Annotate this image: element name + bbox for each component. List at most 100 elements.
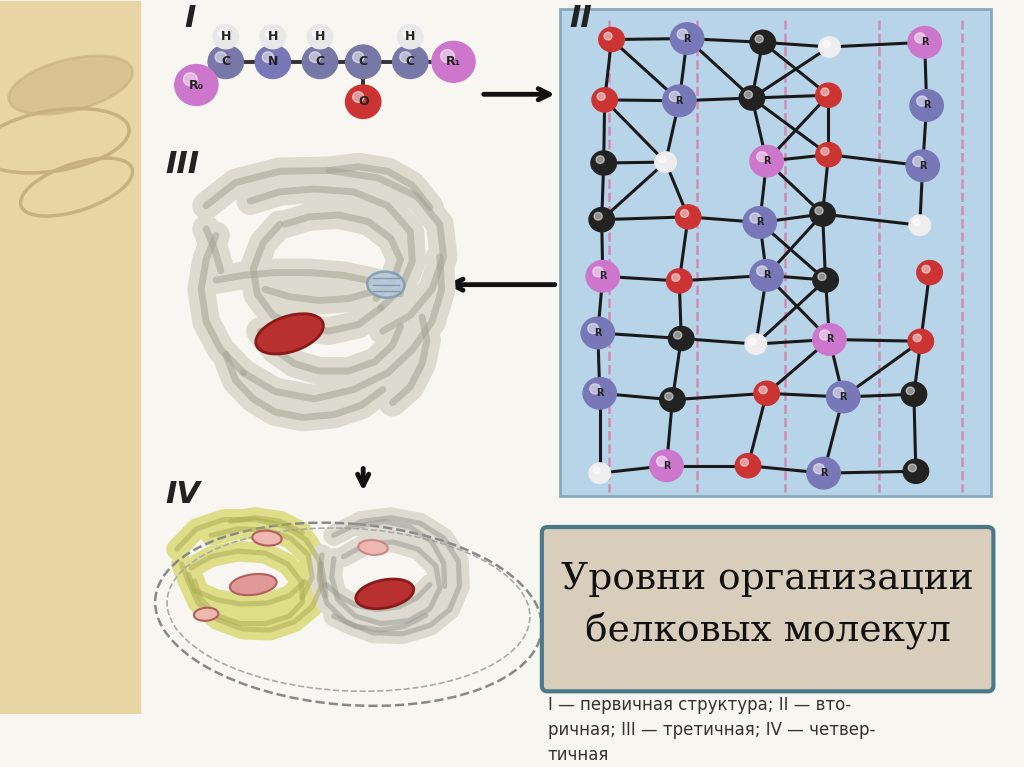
Text: R₁: R₁ bbox=[445, 55, 461, 68]
Ellipse shape bbox=[229, 574, 276, 595]
Circle shape bbox=[589, 463, 610, 483]
Circle shape bbox=[581, 317, 614, 349]
Circle shape bbox=[922, 265, 930, 273]
Text: R: R bbox=[676, 96, 683, 106]
Text: R: R bbox=[594, 328, 601, 338]
Circle shape bbox=[745, 334, 767, 354]
Circle shape bbox=[599, 28, 625, 51]
Ellipse shape bbox=[256, 314, 324, 354]
FancyBboxPatch shape bbox=[542, 527, 993, 691]
Circle shape bbox=[208, 45, 244, 78]
Circle shape bbox=[903, 459, 929, 483]
Text: R₀: R₀ bbox=[188, 78, 204, 91]
Circle shape bbox=[750, 30, 775, 54]
Circle shape bbox=[757, 266, 767, 276]
Circle shape bbox=[183, 73, 198, 86]
Circle shape bbox=[813, 324, 846, 355]
Text: C: C bbox=[358, 55, 368, 68]
Text: I — первичная структура; II — вто-
ричная; III — третичная; IV — четвер-
тичная: I — первичная структура; II — вто- рична… bbox=[548, 696, 876, 764]
Circle shape bbox=[910, 90, 943, 121]
Circle shape bbox=[735, 453, 761, 478]
Text: C: C bbox=[406, 55, 415, 68]
Text: I: I bbox=[184, 5, 196, 34]
Circle shape bbox=[913, 334, 922, 342]
Circle shape bbox=[590, 384, 600, 394]
Circle shape bbox=[672, 274, 680, 281]
Circle shape bbox=[816, 83, 842, 107]
Circle shape bbox=[588, 324, 598, 334]
Circle shape bbox=[908, 464, 916, 472]
Circle shape bbox=[345, 85, 381, 118]
Circle shape bbox=[908, 27, 941, 58]
Circle shape bbox=[667, 269, 692, 293]
Circle shape bbox=[440, 50, 455, 63]
Circle shape bbox=[816, 143, 842, 166]
Circle shape bbox=[669, 327, 694, 351]
Circle shape bbox=[759, 386, 767, 393]
Text: R: R bbox=[840, 392, 847, 402]
Ellipse shape bbox=[368, 272, 404, 298]
Text: H: H bbox=[406, 30, 416, 43]
Text: R: R bbox=[820, 468, 827, 478]
Circle shape bbox=[663, 85, 696, 117]
Circle shape bbox=[810, 202, 836, 226]
Circle shape bbox=[823, 41, 829, 48]
Circle shape bbox=[815, 207, 823, 215]
Circle shape bbox=[307, 25, 333, 49]
Circle shape bbox=[665, 393, 673, 400]
Text: C: C bbox=[221, 55, 230, 68]
Circle shape bbox=[754, 381, 779, 405]
Circle shape bbox=[597, 93, 605, 100]
Text: R: R bbox=[921, 38, 929, 48]
Text: R: R bbox=[756, 217, 764, 228]
Circle shape bbox=[175, 64, 218, 105]
Ellipse shape bbox=[252, 531, 282, 545]
Circle shape bbox=[681, 209, 688, 217]
Circle shape bbox=[218, 29, 226, 38]
Circle shape bbox=[654, 152, 676, 173]
Circle shape bbox=[676, 205, 700, 229]
Circle shape bbox=[818, 273, 826, 281]
Circle shape bbox=[906, 150, 939, 182]
Circle shape bbox=[916, 261, 942, 285]
Circle shape bbox=[909, 215, 931, 235]
Text: R: R bbox=[763, 270, 770, 281]
Ellipse shape bbox=[8, 56, 133, 114]
Circle shape bbox=[813, 464, 824, 474]
Circle shape bbox=[750, 259, 783, 291]
Circle shape bbox=[255, 45, 291, 78]
Circle shape bbox=[906, 387, 914, 395]
Circle shape bbox=[593, 467, 600, 473]
Ellipse shape bbox=[358, 540, 388, 555]
Text: C: C bbox=[315, 55, 325, 68]
Circle shape bbox=[807, 457, 841, 489]
Text: H: H bbox=[220, 30, 231, 43]
Text: R: R bbox=[763, 156, 770, 166]
Circle shape bbox=[912, 156, 924, 166]
Circle shape bbox=[818, 37, 841, 58]
Circle shape bbox=[596, 156, 604, 163]
Text: II: II bbox=[569, 5, 592, 34]
Text: Уровни организации
белковых молекул: Уровни организации белковых молекул bbox=[561, 561, 974, 649]
Circle shape bbox=[265, 29, 273, 38]
Circle shape bbox=[659, 387, 685, 412]
Circle shape bbox=[392, 45, 428, 78]
Circle shape bbox=[826, 381, 860, 413]
Circle shape bbox=[744, 91, 753, 98]
Circle shape bbox=[604, 32, 612, 40]
Circle shape bbox=[586, 261, 620, 292]
Circle shape bbox=[260, 25, 286, 49]
Text: H: H bbox=[267, 30, 279, 43]
Circle shape bbox=[591, 151, 616, 175]
Circle shape bbox=[352, 51, 364, 62]
Circle shape bbox=[819, 330, 830, 340]
Text: H: H bbox=[314, 30, 326, 43]
Bar bbox=[0, 2, 140, 713]
Circle shape bbox=[594, 212, 602, 220]
FancyBboxPatch shape bbox=[559, 9, 991, 496]
Circle shape bbox=[592, 87, 617, 112]
Circle shape bbox=[402, 29, 411, 38]
Circle shape bbox=[583, 377, 616, 409]
Circle shape bbox=[593, 267, 603, 277]
Circle shape bbox=[739, 86, 765, 110]
